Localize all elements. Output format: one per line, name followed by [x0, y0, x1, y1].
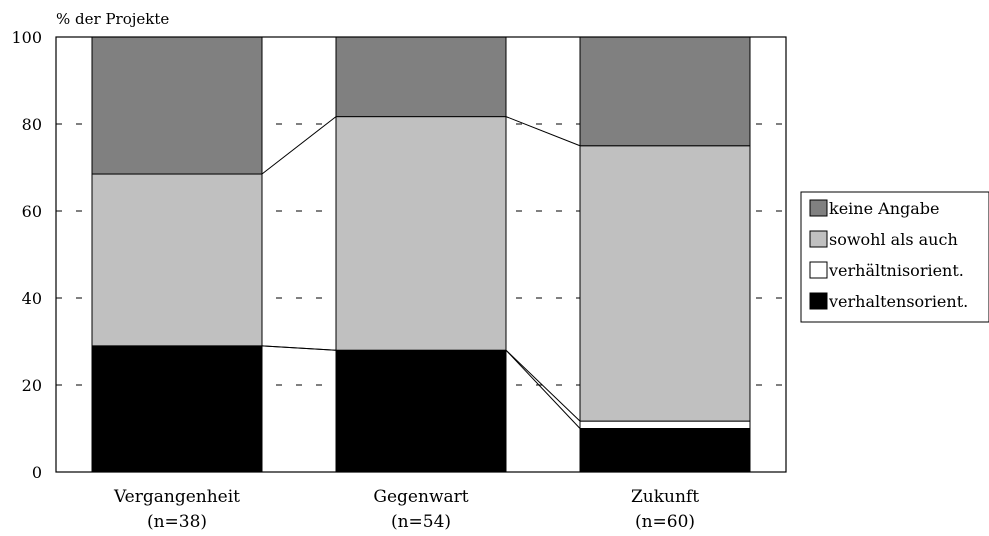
bar-segment — [579, 145, 751, 422]
category-label: Gegenwart — [373, 487, 468, 507]
connector-line — [261, 345, 337, 351]
y-tick-label: 40 — [22, 289, 42, 308]
connector-lines — [261, 116, 581, 429]
bars — [91, 36, 751, 473]
connector-line — [261, 116, 337, 175]
legend: keine Angabe sowohl als auch verhältnisori… — [809, 199, 968, 311]
y-tick-label: 60 — [22, 202, 42, 221]
legend-swatch — [809, 292, 828, 310]
bar-segment — [91, 36, 263, 175]
bar-segment — [335, 116, 507, 351]
category-sublabel: (n=54) — [391, 512, 451, 532]
y-axis-label: % der Projekte — [56, 10, 169, 28]
legend-swatch — [809, 199, 828, 217]
legend-label: verhältnisorient. — [828, 261, 964, 280]
x-axis-labels: Vergangenheit (n=38) Gegenwart (n=54) Zukunf… — [113, 487, 699, 532]
y-tick-label: 100 — [11, 28, 42, 47]
bar-segment — [579, 428, 751, 473]
category-label: Vergangenheit — [113, 487, 240, 507]
bar-segment — [335, 36, 507, 118]
legend-swatch — [809, 261, 828, 279]
y-tick-label: 80 — [22, 115, 42, 134]
category-sublabel: (n=38) — [147, 512, 207, 532]
connector-line — [505, 349, 581, 422]
bar-segment — [579, 36, 751, 147]
category-label: Zukunft — [631, 487, 699, 507]
legend-swatch — [809, 230, 828, 248]
legend-label: sowohl als auch — [829, 230, 958, 249]
y-tick-label: 20 — [22, 376, 42, 395]
y-axis-ticks: 0 20 40 60 80 100 — [11, 28, 42, 482]
bar-segment — [91, 173, 263, 347]
legend-box — [800, 191, 989, 323]
category-sublabel: (n=60) — [635, 512, 695, 532]
legend-label: verhaltensorient. — [828, 292, 968, 311]
bar-segment — [579, 420, 751, 430]
y-tick-label: 0 — [32, 463, 42, 482]
bar-segment — [335, 349, 507, 473]
connector-line — [505, 116, 581, 147]
plot-frame — [55, 36, 787, 473]
bar-segment — [91, 345, 263, 473]
legend-label: keine Angabe — [829, 199, 940, 218]
connector-line — [505, 349, 581, 429]
